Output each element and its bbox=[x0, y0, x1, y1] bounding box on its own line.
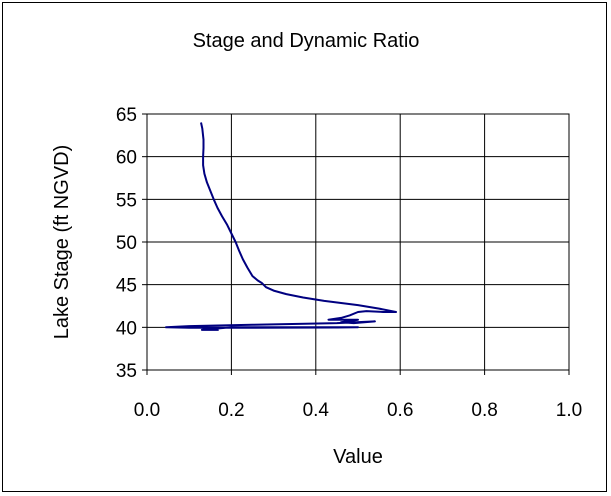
y-tick-label: 40 bbox=[116, 318, 137, 339]
plot-area bbox=[146, 113, 570, 371]
gridlines bbox=[142, 113, 570, 375]
x-tick-labels: 0.0 0.2 0.4 0.6 0.8 1.0 bbox=[134, 400, 582, 421]
y-tick-label: 65 bbox=[116, 105, 137, 126]
y-tick-label: 35 bbox=[116, 361, 137, 382]
x-axis-label: Value bbox=[333, 446, 383, 468]
y-tick-label: 55 bbox=[116, 190, 137, 211]
y-tick-labels: 35 40 45 50 55 60 65 bbox=[116, 105, 137, 382]
chart-title: Stage and Dynamic Ratio bbox=[193, 30, 420, 52]
chart-frame bbox=[2, 2, 607, 492]
series-line bbox=[165, 122, 397, 331]
x-tick-label: 0.8 bbox=[471, 400, 497, 421]
y-axis-label: Lake Stage (ft NGVD) bbox=[51, 145, 73, 340]
y-tick-label: 50 bbox=[116, 233, 137, 254]
x-tick-label: 0.0 bbox=[134, 400, 160, 421]
y-tick-label: 60 bbox=[116, 148, 137, 169]
x-tick-label: 0.4 bbox=[303, 400, 330, 421]
x-tick-label: 0.6 bbox=[387, 400, 413, 421]
x-tick-label: 0.2 bbox=[218, 400, 244, 421]
y-tick-label: 45 bbox=[116, 276, 137, 297]
x-tick-label: 1.0 bbox=[556, 400, 582, 421]
